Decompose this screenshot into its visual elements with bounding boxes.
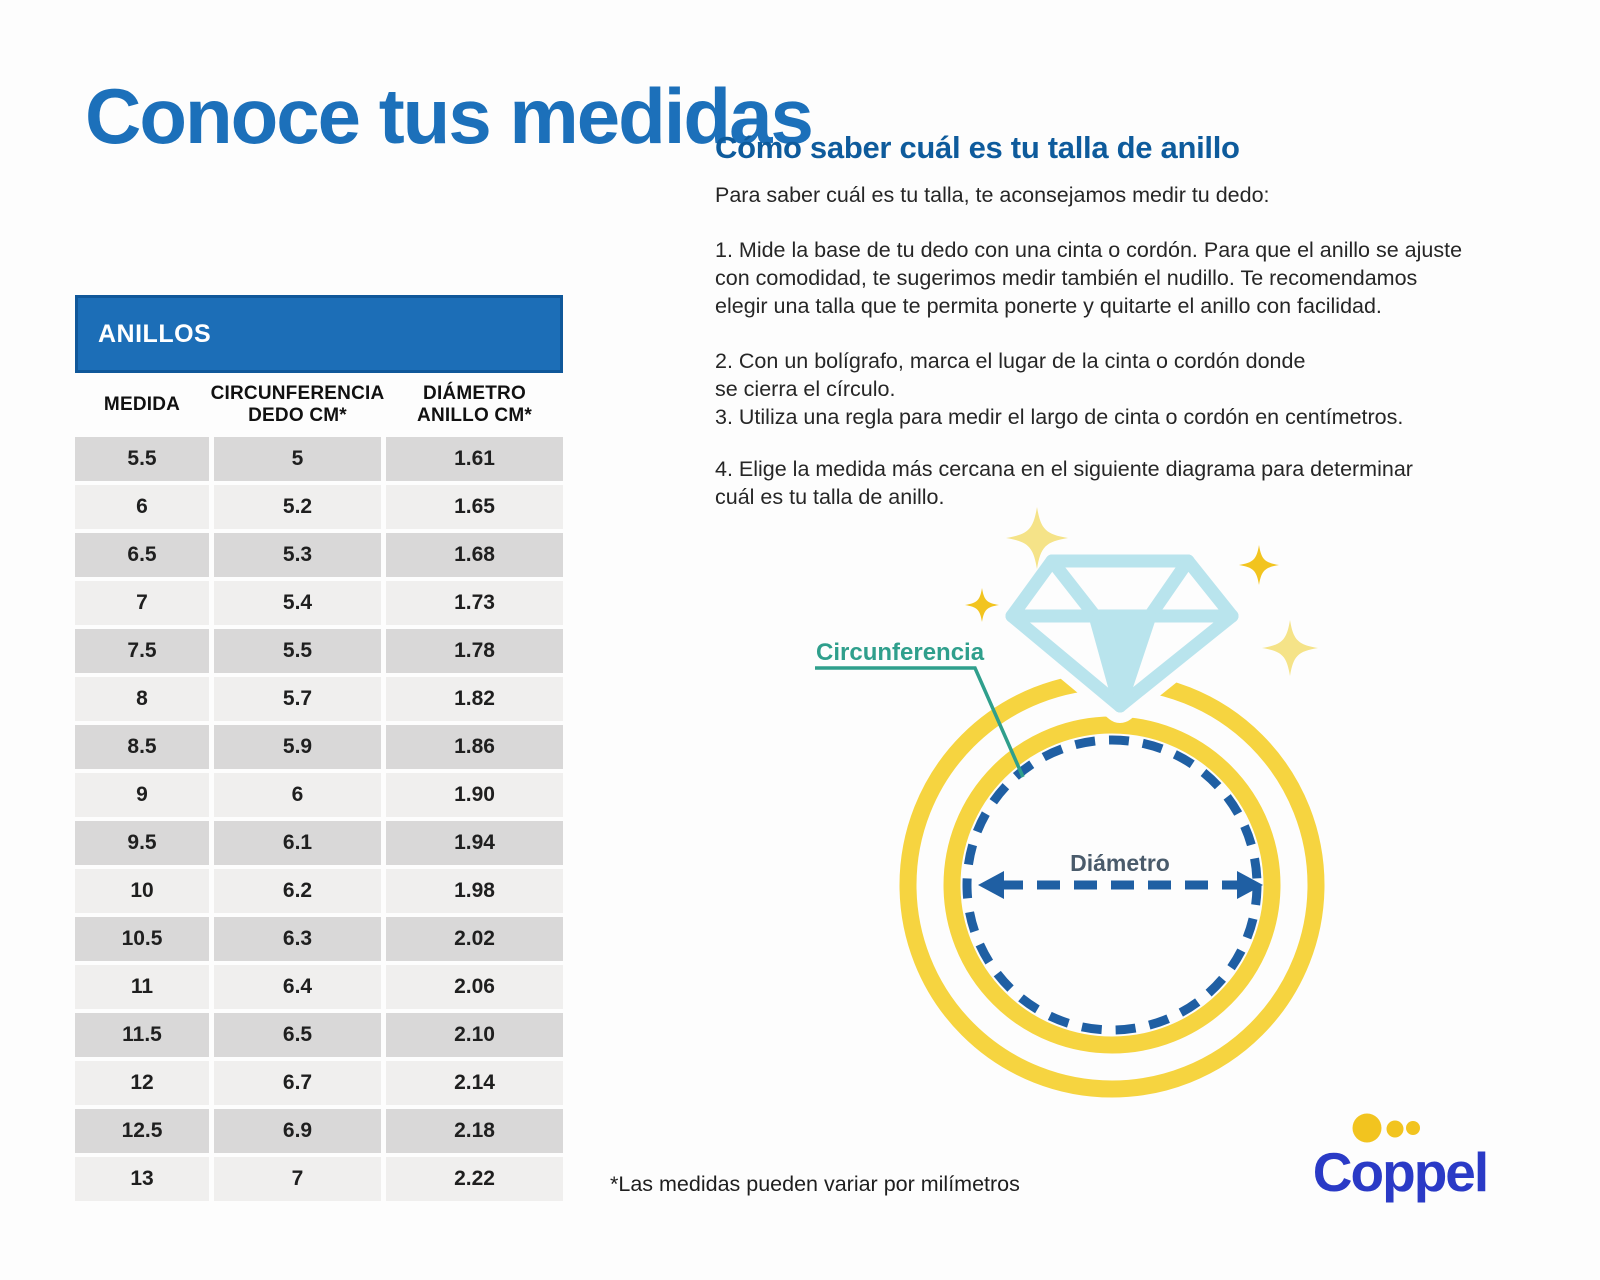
guide-heading: Cómo saber cuál es tu talla de anillo	[715, 130, 1240, 165]
table-title: ANILLOS	[98, 319, 212, 348]
table-cell-circunferencia: 6.9	[214, 1109, 381, 1153]
guide-step-2-3: 2. Con un bolígrafo, marca el lugar de l…	[715, 349, 1404, 429]
table-cell-medida: 12	[75, 1061, 209, 1105]
table-cell-diametro: 1.61	[386, 437, 563, 481]
table-cell-diametro: 1.78	[386, 629, 563, 673]
ring-size-table: ANILLOS MEDIDA CIRCUNFERENCIA DEDO CM* D…	[75, 295, 563, 1201]
ring-diagram: Diámetro Circunferencia	[815, 507, 1325, 1098]
table-cell-circunferencia: 6.2	[214, 869, 381, 913]
sparkle-icon	[965, 588, 999, 622]
table-cell-medida: 11.5	[75, 1013, 209, 1057]
table-cell-circunferencia: 7	[214, 1157, 381, 1201]
sparkle-icon	[1239, 545, 1279, 585]
diameter-arrow	[978, 871, 1263, 899]
table-cell-medida: 5.5	[75, 437, 209, 481]
table-cell-diametro: 1.73	[386, 581, 563, 625]
guide-step-1: 1. Mide la base de tu dedo con una cinta…	[715, 238, 1463, 318]
table-cell-medida: 13	[75, 1157, 209, 1201]
sparkle-icon	[1262, 620, 1318, 676]
table-cell-diametro: 1.65	[386, 485, 563, 529]
table-cell-diametro: 1.82	[386, 677, 563, 721]
table-cell-circunferencia: 5.5	[214, 629, 381, 673]
page-title: Conoce tus medidas	[85, 72, 814, 160]
table-cell-diametro: 1.86	[386, 725, 563, 769]
circumference-label: Circunferencia	[816, 639, 985, 666]
table-cell-medida: 7.5	[75, 629, 209, 673]
table-cell-diametro: 2.22	[386, 1157, 563, 1201]
diameter-label: Diámetro	[1070, 850, 1170, 876]
table-cell-diametro: 2.02	[386, 917, 563, 961]
table-cell-circunferencia: 6.4	[214, 965, 381, 1009]
table-cell-circunferencia: 6.3	[214, 917, 381, 961]
table-cell-diametro: 2.10	[386, 1013, 563, 1057]
table-cell-diametro: 1.68	[386, 533, 563, 577]
table-cell-circunferencia: 5.2	[214, 485, 381, 529]
table-cell-medida: 10	[75, 869, 209, 913]
table-cell-medida: 8	[75, 677, 209, 721]
table-cell-medida: 6	[75, 485, 209, 529]
table-cell-diametro: 1.94	[386, 821, 563, 865]
table-cell-medida: 9	[75, 773, 209, 817]
table-cell-circunferencia: 5.9	[214, 725, 381, 769]
table-cell-diametro: 1.98	[386, 869, 563, 913]
table-cell-medida: 12.5	[75, 1109, 209, 1153]
guide-step-4: 4. Elige la medida más cercana en el sig…	[715, 457, 1413, 509]
diamond-icon	[995, 544, 1249, 723]
table-cell-circunferencia: 5.3	[214, 533, 381, 577]
coppel-logo: Coppel	[1313, 1113, 1489, 1203]
table-cell-circunferencia: 5.4	[214, 581, 381, 625]
column-header-medida: MEDIDA	[103, 394, 181, 416]
table-cell-medida: 10.5	[75, 917, 209, 961]
table-cell-circunferencia: 6.7	[214, 1061, 381, 1105]
table-cell-circunferencia: 5.7	[214, 677, 381, 721]
coppel-logo-text: Coppel	[1313, 1141, 1487, 1203]
guide-intro: Para saber cuál es tu talla, te aconseja…	[715, 183, 1270, 207]
table-cell-medida: 8.5	[75, 725, 209, 769]
coppel-dots-icon	[1352, 1113, 1420, 1143]
measurement-disclaimer: *Las medidas pueden variar por milímetro…	[610, 1172, 1020, 1196]
table-cell-diametro: 1.90	[386, 773, 563, 817]
circumference-callout-line	[815, 666, 1025, 778]
table-cell-medida: 11	[75, 965, 209, 1009]
size-table-grid: MEDIDA CIRCUNFERENCIA DEDO CM* DIÁMETRO …	[75, 377, 563, 1201]
table-cell-medida: 7	[75, 581, 209, 625]
column-header-diametro: DIÁMETRO ANILLO CM*	[417, 383, 532, 426]
table-cell-circunferencia: 5	[214, 437, 381, 481]
table-cell-circunferencia: 6	[214, 773, 381, 817]
table-cell-medida: 9.5	[75, 821, 209, 865]
table-cell-diametro: 2.18	[386, 1109, 563, 1153]
column-header-circunferencia: CIRCUNFERENCIA DEDO CM*	[210, 383, 385, 426]
table-cell-diametro: 2.06	[386, 965, 563, 1009]
table-cell-diametro: 2.14	[386, 1061, 563, 1105]
table-cell-medida: 6.5	[75, 533, 209, 577]
table-title-bar: ANILLOS	[75, 295, 563, 373]
table-cell-circunferencia: 6.5	[214, 1013, 381, 1057]
table-cell-circunferencia: 6.1	[214, 821, 381, 865]
